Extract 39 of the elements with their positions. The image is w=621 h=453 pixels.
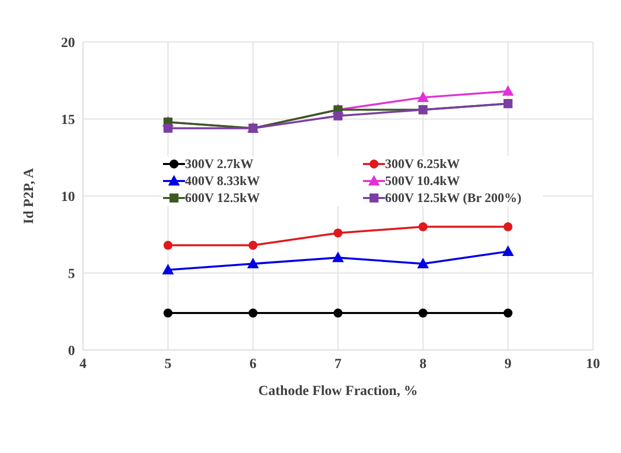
y-tick-label: 5 <box>68 266 75 282</box>
point <box>502 86 514 96</box>
point <box>504 222 512 232</box>
point <box>334 308 342 318</box>
x-tick-label: 9 <box>504 356 512 372</box>
y-tick-label: 0 <box>68 344 75 359</box>
point <box>418 308 428 318</box>
point <box>248 308 258 318</box>
x-tick-label: 4 <box>80 356 86 372</box>
point <box>334 111 342 120</box>
point <box>164 124 172 133</box>
point <box>162 264 174 274</box>
x-axis-title: Cathode Flow Fraction, % <box>258 384 418 399</box>
point <box>504 308 512 318</box>
x-tick-label: 10 <box>586 356 600 372</box>
y-tick-label: 20 <box>61 36 75 51</box>
legend-label: 400V 8.33kW <box>185 173 260 189</box>
y-axis-title: Id P2P, A <box>22 167 37 224</box>
legend-label: 500V 10.4kW <box>385 173 460 189</box>
y-tick-label: 15 <box>61 112 75 128</box>
legend-label: 300V 6.25kW <box>385 156 460 172</box>
point <box>334 228 342 238</box>
legend-label: 600V 12.5kW <box>185 190 260 206</box>
point <box>418 92 428 102</box>
legend-label: 600V 12.5kW (Br 200%) <box>385 190 522 206</box>
point <box>248 240 258 250</box>
point <box>248 258 258 268</box>
point <box>164 308 172 318</box>
x-tick-label: 8 <box>420 356 426 372</box>
x-tick-label: 5 <box>164 356 172 372</box>
point <box>502 246 514 256</box>
legend-label: 300V 2.7kW <box>185 156 254 172</box>
point <box>418 258 428 268</box>
point <box>164 240 172 250</box>
x-tick-label: 6 <box>250 356 256 372</box>
y-tick-label: 10 <box>61 190 75 205</box>
point <box>332 252 344 262</box>
x-tick-label: 7 <box>334 356 342 372</box>
point <box>418 222 428 232</box>
